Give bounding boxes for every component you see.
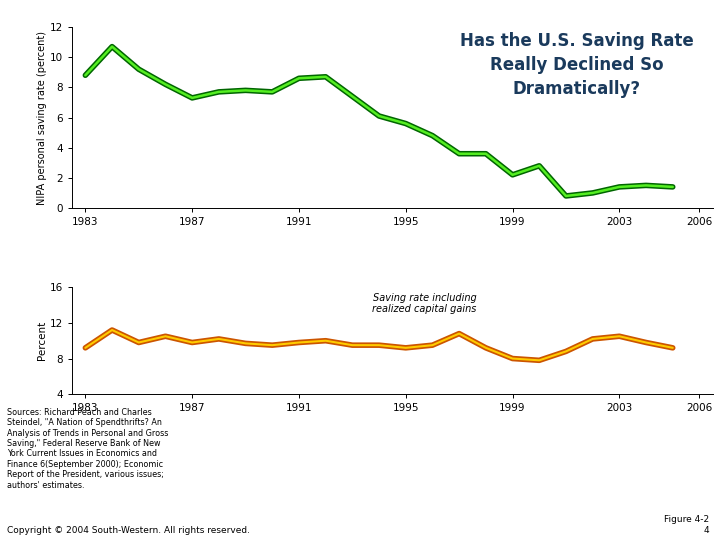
Text: Figure 4-2
4: Figure 4-2 4 <box>664 515 709 535</box>
Text: Copyright © 2004 South-Western. All rights reserved.: Copyright © 2004 South-Western. All righ… <box>7 525 251 535</box>
Text: Has the U.S. Saving Rate
Really Declined So
Dramatically?: Has the U.S. Saving Rate Really Declined… <box>460 32 693 98</box>
Y-axis label: Percent: Percent <box>37 321 47 360</box>
Y-axis label: NIPA personal saving rate (percent): NIPA personal saving rate (percent) <box>37 31 47 205</box>
Text: Sources: Richard Peach and Charles
Steindel, "A Nation of Spendthrifts? An
Analy: Sources: Richard Peach and Charles Stein… <box>7 408 168 489</box>
Text: Saving rate including
realized capital gains: Saving rate including realized capital g… <box>372 293 477 314</box>
